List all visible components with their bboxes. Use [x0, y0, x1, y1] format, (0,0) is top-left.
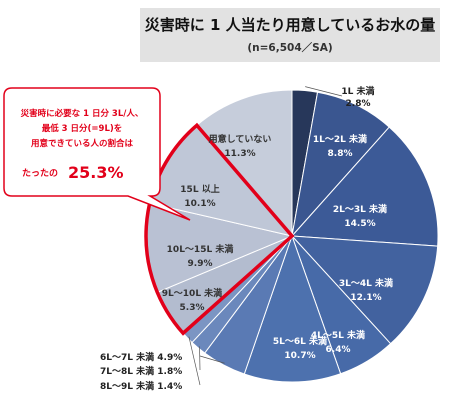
- callout-frame: [3, 87, 191, 221]
- callout-line-2: 最低 3 日分(=9L)を: [42, 123, 123, 134]
- callout-bubble: 災害時に必要な 1 日分 3L/人、 最低 3 日分(=9L)を 用意できている…: [3, 87, 191, 221]
- chart-title: 災害時に 1 人当たり用意しているお水の量: [144, 16, 436, 34]
- slice-label-value-5: 6.4%: [326, 345, 351, 355]
- callout-value: 25.3%: [68, 163, 124, 182]
- slice-label-value-10: 5.3%: [180, 303, 205, 313]
- slice-label-value-2: 8.8%: [328, 149, 353, 159]
- pie-slice-13: [196, 89, 293, 238]
- callout-line-1: 災害時に必要な 1 日分 3L/人、: [20, 108, 144, 119]
- title-box: 災害時に 1 人当たり用意しているお水の量 (n=6,504／SA): [140, 8, 440, 62]
- slice-label-value-13: 11.3%: [224, 149, 255, 159]
- slice-label-7: 6L～7L 未満 4.9%: [100, 351, 182, 363]
- slice-label-name-11: 10L～15L 未満: [167, 243, 234, 255]
- leader-line-7: [199, 355, 225, 364]
- slice-labels: 1L 未満 2.8% 1L～2L 未満 8.8% 2L～3L 未満 14.5% 3L～4L …: [100, 85, 393, 392]
- slice-label-8: 7L～8L 未満 1.8%: [100, 365, 182, 377]
- callout-prefix: たったの: [22, 168, 58, 179]
- highlight-outline-path: [144, 122, 295, 336]
- slice-label-value-4: 12.1%: [350, 293, 381, 303]
- slice-label-name-2: 1L～2L 未満: [313, 133, 367, 145]
- highlight-outline: [144, 122, 295, 336]
- leader-line-1: [305, 86, 343, 97]
- pie-slice-2: [291, 91, 390, 238]
- pie-slice-6: [243, 234, 342, 383]
- slice-label-value-11: 9.9%: [188, 259, 213, 269]
- slice-label-name-3: 2L～3L 未満: [333, 203, 387, 215]
- slice-label-9: 8L～9L 未満 1.4%: [100, 380, 182, 392]
- slice-label-name-5: 4L～5L 未満: [311, 329, 365, 341]
- chart-subtitle: (n=6,504／SA): [247, 42, 333, 54]
- slice-label-value-12: 10.1%: [184, 199, 215, 209]
- slice-label-value-3: 14.5%: [344, 219, 375, 229]
- pie-slices: [145, 89, 439, 383]
- slice-label-value-6: 10.7%: [284, 351, 315, 361]
- pie-slice-4: [290, 235, 439, 345]
- callout-line-3: 用意できている人の割合は: [30, 138, 134, 149]
- pie-slice-3: [290, 126, 439, 247]
- slice-label-name-6: 5L～6L 未満: [273, 335, 327, 347]
- slice-label-name-13: 用意していない: [208, 133, 272, 145]
- leader-line-9: [188, 336, 201, 386]
- slice-label-name-12: 15L 以上: [180, 183, 219, 195]
- slice-label-name-1: 1L 未満: [341, 85, 374, 97]
- slice-label-value-1: 2.8%: [346, 99, 371, 109]
- slice-label-name-4: 3L～4L 未満: [339, 277, 393, 289]
- slice-label-name-10: 9L～10L 未満: [162, 287, 222, 299]
